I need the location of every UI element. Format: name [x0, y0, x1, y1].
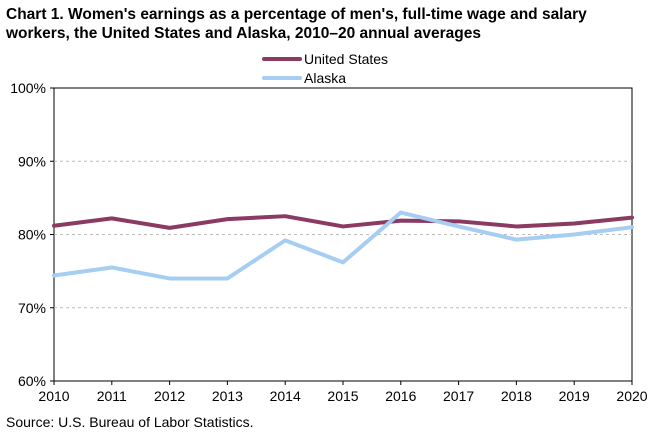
x-tick-label: 2017 [443, 388, 474, 404]
x-tick-label: 2020 [616, 388, 647, 404]
legend-swatch-united-states [262, 56, 302, 61]
series-line-united-states [52, 214, 634, 230]
legend-item-alaska: Alaska [262, 68, 388, 87]
y-tick-label: 90% [18, 153, 46, 169]
legend-item-united-states: United States [262, 49, 388, 68]
chart-title: Chart 1. Women's earnings as a percentag… [6, 5, 656, 43]
y-tick-label: 70% [18, 300, 46, 316]
x-tick-label: 2019 [559, 388, 590, 404]
x-tick-label: 2012 [154, 388, 185, 404]
x-tick-label: 2014 [270, 388, 301, 404]
series-line-alaska [52, 210, 634, 281]
legend-label-united-states: United States [304, 50, 389, 67]
x-tick-label: 2018 [501, 388, 532, 404]
chart-title-line-1: Chart 1. Women's earnings as a percentag… [6, 6, 587, 23]
y-tick-label: 100% [10, 80, 46, 96]
x-tick-label: 2010 [38, 388, 69, 404]
y-tick-label: 60% [18, 373, 46, 389]
chart-title-line-2: workers, the United States and Alaska, 2… [6, 25, 481, 42]
x-tick-label: 2016 [385, 388, 416, 404]
x-tick-label: 2015 [327, 388, 358, 404]
source-note: Source: U.S. Bureau of Labor Statistics. [6, 414, 254, 430]
legend-swatch-alaska [262, 75, 302, 80]
legend-label-alaska: Alaska [304, 69, 347, 86]
chart-legend: United States Alaska [262, 49, 388, 87]
x-tick-label: 2011 [97, 388, 127, 404]
x-tick-label: 2013 [212, 388, 243, 404]
y-tick-label: 80% [18, 227, 46, 243]
